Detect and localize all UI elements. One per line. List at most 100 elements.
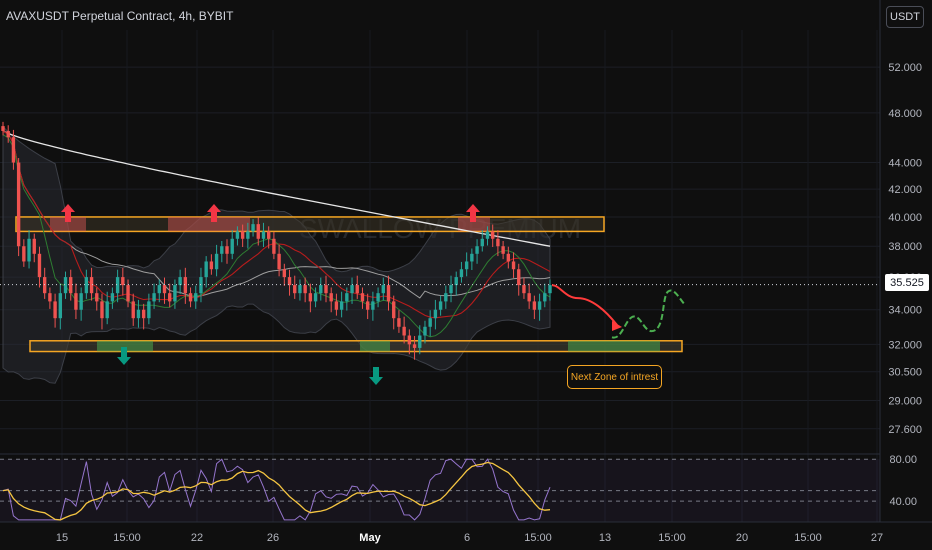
candle bbox=[438, 295, 443, 316]
candle bbox=[324, 275, 328, 303]
candle bbox=[209, 254, 214, 275]
candle-body bbox=[548, 285, 552, 294]
candle bbox=[214, 244, 219, 277]
candle-body bbox=[220, 246, 224, 254]
projection-up-path bbox=[611, 289, 686, 339]
candle bbox=[423, 320, 427, 344]
candle-body bbox=[188, 293, 193, 302]
candle bbox=[412, 336, 417, 360]
candle-body bbox=[53, 301, 57, 319]
candle-body bbox=[402, 326, 406, 336]
y-tick-label: 29.000 bbox=[888, 396, 922, 408]
candle-body bbox=[6, 131, 10, 138]
resistance-highlight bbox=[458, 216, 490, 232]
candle bbox=[517, 263, 521, 296]
candle-body bbox=[407, 335, 412, 345]
rsi-signal-line bbox=[2, 461, 551, 521]
candle bbox=[496, 230, 500, 257]
down-arrow-icon bbox=[466, 204, 480, 222]
candle-body bbox=[230, 238, 234, 254]
candle-body bbox=[423, 326, 427, 336]
candle bbox=[480, 230, 484, 252]
candle-body bbox=[470, 253, 474, 262]
candle bbox=[6, 125, 10, 143]
candle-body bbox=[48, 293, 52, 302]
candle-body bbox=[58, 293, 62, 319]
ma-long-line bbox=[2, 130, 551, 247]
y-tick-label: 42.000 bbox=[888, 184, 922, 196]
x-tick-label: 26 bbox=[267, 532, 279, 544]
candle-body bbox=[110, 293, 115, 302]
candle bbox=[506, 246, 511, 269]
candle-body bbox=[485, 231, 490, 239]
candle-body bbox=[491, 231, 495, 239]
candle bbox=[63, 271, 68, 299]
candle bbox=[287, 269, 292, 296]
candle-body bbox=[392, 301, 396, 319]
candle bbox=[459, 261, 464, 283]
candle bbox=[407, 329, 412, 355]
x-tick-label: 15:00 bbox=[794, 532, 822, 544]
candle-body bbox=[501, 246, 505, 254]
candle-body bbox=[324, 285, 328, 294]
candle-body bbox=[168, 293, 172, 302]
candle bbox=[110, 287, 115, 309]
support-highlight bbox=[97, 340, 153, 352]
candle-body bbox=[246, 231, 250, 239]
up-arrow-icon bbox=[117, 347, 131, 365]
candle-body bbox=[298, 285, 302, 294]
candle-body bbox=[89, 277, 94, 294]
candle-body bbox=[319, 285, 323, 294]
candle-body bbox=[32, 238, 36, 254]
candle bbox=[511, 252, 516, 278]
candle bbox=[470, 248, 474, 271]
candle bbox=[428, 310, 432, 337]
candle-body bbox=[350, 285, 354, 294]
candle bbox=[261, 222, 266, 247]
candle-body bbox=[386, 285, 391, 302]
candle-body bbox=[480, 238, 484, 247]
candle bbox=[543, 283, 547, 308]
candle bbox=[168, 283, 172, 308]
x-tick-label: 15:00 bbox=[113, 532, 141, 544]
current-price-tag: 35.525 bbox=[885, 274, 929, 291]
candle-body bbox=[214, 253, 219, 270]
candle bbox=[313, 287, 318, 308]
candle-body bbox=[355, 285, 359, 294]
y-tick-label: 27.600 bbox=[888, 424, 922, 436]
candle-body bbox=[517, 269, 521, 286]
currency-button[interactable]: USDT bbox=[886, 6, 924, 28]
candle bbox=[178, 269, 182, 295]
down-arrow-icon bbox=[207, 204, 221, 222]
candle-body bbox=[464, 261, 469, 270]
candle-body bbox=[371, 301, 375, 310]
candle-body bbox=[235, 231, 240, 239]
x-tick-label: 6 bbox=[464, 532, 470, 544]
candle bbox=[454, 271, 458, 296]
y-tick-label: 32.000 bbox=[888, 339, 922, 351]
candle bbox=[360, 287, 365, 309]
candle-body bbox=[27, 238, 31, 262]
candle bbox=[418, 325, 422, 355]
candle bbox=[204, 256, 208, 288]
candle-body bbox=[79, 293, 83, 310]
candle-body bbox=[282, 269, 287, 278]
candle-body bbox=[95, 293, 99, 302]
resistance-highlight bbox=[50, 216, 86, 232]
candle bbox=[53, 293, 57, 328]
candle-body bbox=[69, 277, 73, 294]
candle bbox=[376, 287, 380, 308]
candle-body bbox=[537, 301, 542, 310]
candle-body bbox=[22, 246, 26, 262]
candle bbox=[501, 241, 505, 260]
candle-body bbox=[345, 293, 349, 302]
candle bbox=[16, 158, 21, 257]
candle bbox=[532, 295, 537, 320]
candle bbox=[136, 299, 141, 328]
ma-short-line bbox=[2, 130, 551, 319]
candle-body bbox=[136, 309, 141, 319]
candle-body bbox=[339, 301, 344, 310]
y-tick-label: 34.000 bbox=[888, 305, 922, 317]
candle-body bbox=[376, 293, 380, 302]
